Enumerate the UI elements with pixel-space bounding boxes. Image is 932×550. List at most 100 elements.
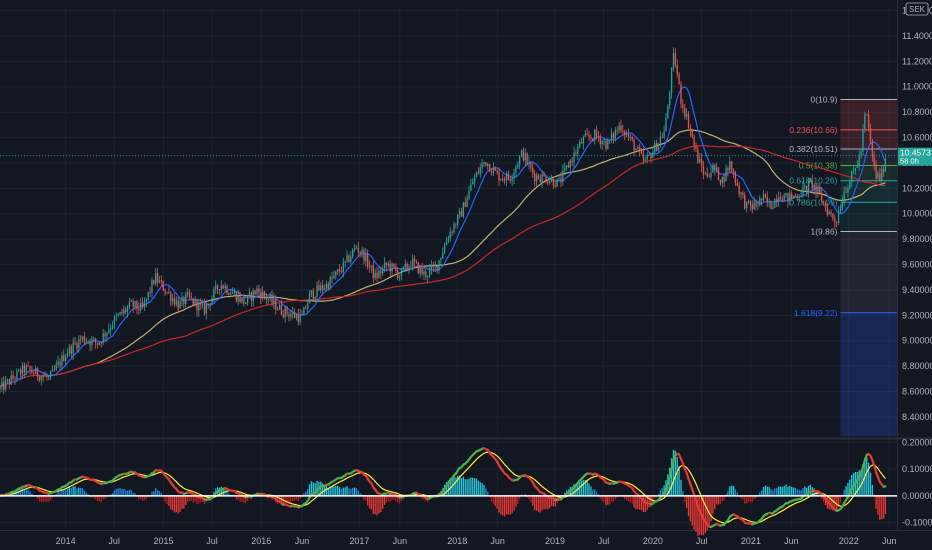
candle-body (485, 161, 487, 166)
candle-body (518, 156, 521, 166)
candle-body (511, 178, 513, 181)
candle-body (483, 161, 485, 164)
macd-histogram-bar (134, 492, 136, 497)
macd-histogram-bar (141, 495, 144, 501)
time-axis[interactable]: 2014 Jul 2015 Jul 2016 Jun 2017 Jun 2018 Jun 2019 J… (56, 536, 897, 546)
macd-histogram-bar (14, 491, 16, 497)
macd-histogram-bar (337, 485, 339, 497)
x-tick-label: Jul (598, 536, 610, 546)
candle-body (528, 162, 530, 165)
candle-body (410, 266, 412, 268)
candle-body (419, 267, 421, 274)
y-tick-label: 10.80000 (902, 107, 932, 117)
fibonacci-retracement[interactable]: 0(10.9) 0.236(10.66) 0.382(10.51) 0.5(10.38… (789, 94, 897, 436)
last-price-badge[interactable] (898, 147, 932, 166)
candle-body (113, 316, 116, 326)
macd-histogram-bar (777, 486, 780, 497)
price-axis[interactable]: 11.6000011.4000011.2000011.0000010.80000… (902, 6, 932, 528)
candle-body (725, 168, 727, 182)
candle-body (19, 369, 22, 375)
macd-histogram-bar (181, 495, 183, 509)
candle-body (781, 199, 783, 202)
macd-histogram-bar (19, 489, 22, 497)
x-tick-label: 2018 (447, 536, 467, 546)
candle-body (858, 154, 860, 166)
macd-histogram-bar (346, 486, 348, 497)
candle-body (774, 199, 776, 208)
candle-body (567, 165, 570, 168)
candle-body (639, 147, 641, 152)
candle-body (175, 300, 178, 305)
candle-body (502, 178, 504, 180)
macd-histogram-bar (61, 489, 63, 497)
macd-histogram-bar (766, 486, 768, 497)
candle-body (318, 285, 320, 291)
macd-histogram-bar (329, 486, 331, 497)
candle-body (85, 341, 87, 343)
candle-body (417, 262, 420, 274)
x-tick-label: 2017 (349, 536, 369, 546)
macd-histogram-bar (192, 495, 194, 503)
candle-body (282, 314, 284, 317)
macd-histogram-bar (128, 489, 131, 497)
candle-body (286, 307, 288, 315)
macd-histogram-bar (822, 495, 825, 503)
candle-body (783, 195, 785, 202)
macd-histogram-bar (44, 495, 46, 502)
candle-body (661, 137, 663, 139)
macd-histogram-bar (237, 495, 239, 500)
macd-histogram-bar (791, 487, 793, 497)
candle-body (171, 298, 174, 302)
candle-body (143, 301, 146, 308)
candle-body (346, 255, 348, 261)
macd-histogram-bar (100, 495, 102, 502)
macd-histogram-bar (472, 477, 474, 497)
macd-histogram-bar (374, 495, 376, 515)
currency-badge[interactable] (905, 2, 929, 16)
candle-body (389, 263, 391, 272)
macd-histogram-bar (755, 495, 757, 498)
candle-body (640, 151, 643, 154)
candle-body (382, 267, 384, 274)
macd-histogram-bar (295, 495, 298, 500)
macd-histogram-bar (457, 476, 459, 497)
macd-histogram-bar (633, 495, 635, 508)
candle-body (442, 252, 444, 259)
macd-histogram-bar (625, 495, 628, 500)
candle-body (721, 177, 723, 184)
macd-histogram-bar (380, 495, 382, 512)
fib-level-label: 0.236(10.66) (789, 125, 837, 135)
macd-histogram-bar (312, 482, 314, 497)
candle-body (550, 178, 553, 182)
x-tick-label: Jun (295, 536, 310, 546)
candle-body (717, 167, 720, 181)
macd-histogram-bar (63, 490, 65, 497)
candle-body (453, 224, 455, 233)
macd-histogram-bar (550, 495, 553, 506)
candle-body (807, 181, 810, 192)
y-tick-label: 9.00000 (902, 336, 932, 346)
macd-line-segment (861, 458, 866, 469)
candle-body (832, 213, 834, 219)
macd-histogram-bar (194, 495, 196, 502)
candle-body (764, 194, 767, 198)
macd-histogram-bar (185, 495, 187, 506)
macd-histogram-bar (736, 492, 738, 497)
candle-body (230, 293, 232, 295)
candle-body (158, 280, 161, 283)
candle-body (762, 194, 765, 201)
candle-body (378, 270, 380, 278)
candle-body (727, 168, 729, 171)
macd-histogram-bar (113, 490, 116, 497)
candle-body (53, 369, 56, 371)
candle-body (374, 272, 376, 278)
candle-body (237, 294, 239, 302)
y-tick-label: 8.80000 (902, 361, 932, 371)
macd-histogram-bar (130, 489, 132, 497)
candle-body (245, 302, 247, 304)
candle-body (513, 172, 515, 179)
candle-body (789, 193, 791, 202)
candle-body (449, 231, 451, 239)
candle-body (678, 74, 680, 84)
